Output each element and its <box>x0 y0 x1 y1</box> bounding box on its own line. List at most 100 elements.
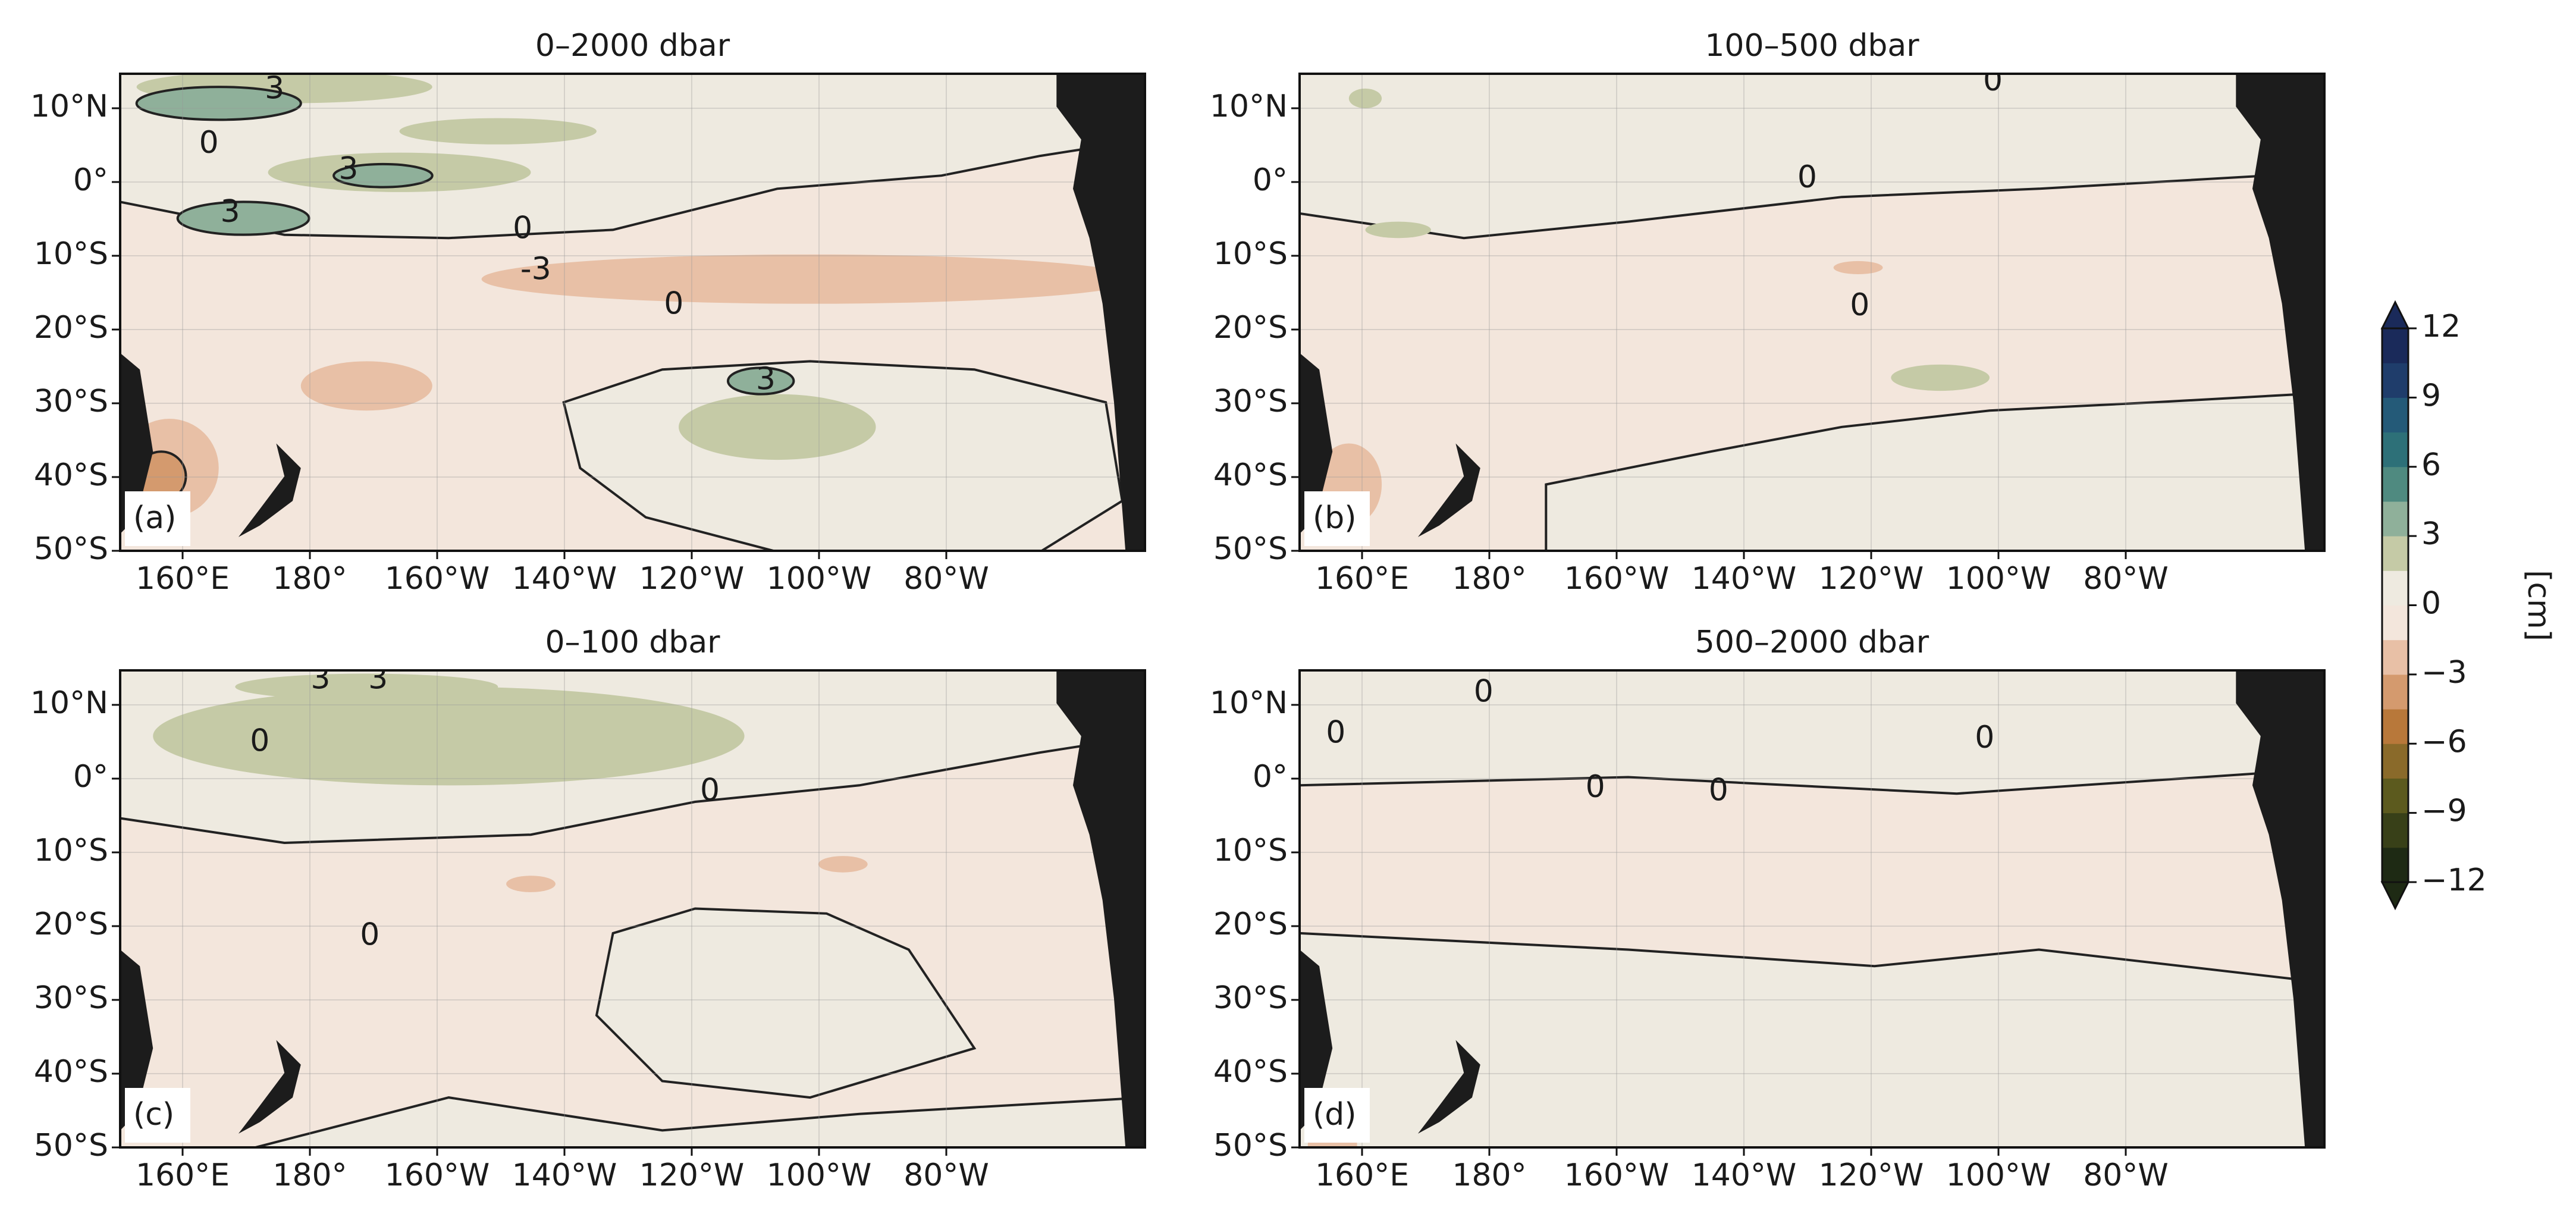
panel-label: (b) <box>1313 500 1357 536</box>
contour-label: 0 <box>1586 769 1605 805</box>
colorbar-label: [cm] <box>2521 570 2556 641</box>
contour-label: 0 <box>250 723 269 759</box>
y-tick-label: 20°S <box>1213 907 1288 942</box>
contour-label: 0 <box>1326 715 1345 751</box>
y-tick-label: 30°S <box>34 384 108 419</box>
zero-region <box>1545 393 2324 551</box>
anomaly-patch <box>153 686 745 786</box>
colorbar-tick-label: −9 <box>2421 793 2467 829</box>
map-panel: 0 0 0 (b) 100–500 dbar 160°E 180° 160°W 140°W 120… <box>1210 28 2326 597</box>
contour-label: 0 <box>664 286 683 321</box>
map-area: 0 0 0 <box>1300 62 2324 551</box>
y-tick-label: 40°S <box>34 1054 108 1090</box>
contour-label: 3 <box>221 194 240 230</box>
x-tick-label: 180° <box>1452 561 1526 597</box>
x-tick-label: 100°W <box>767 1158 872 1193</box>
y-tick-label: 0° <box>1253 759 1288 795</box>
panel-label: (a) <box>133 500 176 536</box>
colorbar-band <box>2382 813 2408 848</box>
colorbar-band <box>2382 639 2408 675</box>
colorbar-tick-label: −3 <box>2421 655 2467 691</box>
map-area: 3 3 0 0 0 <box>120 661 1145 1147</box>
colorbar-extend <box>2380 881 2410 911</box>
contour-label: 3 <box>756 361 776 397</box>
x-tick-label: 100°W <box>1946 1158 2051 1193</box>
colorbar-tick-label: 6 <box>2421 447 2441 483</box>
contour-label: 3 <box>265 71 284 106</box>
zero-region <box>251 1096 1145 1147</box>
x-tick-label: 180° <box>272 561 347 597</box>
anomaly-patch <box>1365 221 1431 239</box>
contour-label: 3 <box>368 661 388 697</box>
panel-label: (c) <box>133 1097 174 1133</box>
y-tick-label: 10°N <box>1210 685 1288 721</box>
anomaly-patch <box>818 856 868 873</box>
anomaly-patch <box>235 673 498 700</box>
y-tick-label: 20°S <box>34 907 108 942</box>
panel-title: 0–2000 dbar <box>535 28 730 64</box>
anomaly-patch <box>481 254 1139 304</box>
colorbar-band <box>2382 466 2408 502</box>
map-panel: 3 3 0 0 0 (c) 0–100 dbar 160°E 180° 160°W 140°W 120… <box>30 625 1146 1193</box>
colorbar-tick-label: 12 <box>2421 309 2461 344</box>
x-tick-label: 180° <box>272 1158 347 1193</box>
colorbar-band <box>2382 744 2408 779</box>
contour-label: 0 <box>1983 62 2003 98</box>
anomaly-patch <box>176 200 310 236</box>
anomaly-patch <box>679 394 876 460</box>
x-tick-label: 120°W <box>1819 561 1924 597</box>
anomaly-patch <box>300 361 432 411</box>
land <box>1417 1040 1480 1134</box>
colorbar-band <box>2382 778 2408 814</box>
panel-label-box <box>1304 491 1370 546</box>
anomaly-patch <box>399 118 597 145</box>
map-area: 0 0 0 0 0 <box>1300 670 2324 1147</box>
panel-title: 500–2000 dbar <box>1695 625 1929 660</box>
contour-label: 0 <box>700 772 720 808</box>
y-tick-label: 30°S <box>34 980 108 1016</box>
land <box>238 443 301 537</box>
anomaly-patch <box>1891 364 1990 391</box>
x-tick-label: 160°E <box>136 561 230 597</box>
contour-label: -3 <box>520 251 551 287</box>
contour-label: 0 <box>199 125 219 161</box>
frame <box>1298 73 2326 552</box>
x-tick-label: 80°W <box>2083 1158 2169 1193</box>
x-tick-label: 100°W <box>1946 561 2051 597</box>
y-tick-label: 30°S <box>1213 384 1288 419</box>
panel-title: 100–500 dbar <box>1705 28 1919 64</box>
contour-label: 0 <box>360 917 379 952</box>
land <box>1056 74 1145 551</box>
x-tick-label: 100°W <box>767 561 872 597</box>
contour-label: 0 <box>1975 720 1994 755</box>
frame <box>119 669 1146 1149</box>
x-tick-label: 160°W <box>1564 561 1670 597</box>
zero-region <box>1300 931 2324 1147</box>
panel-label-box <box>125 1088 190 1143</box>
y-tick-label: 50°S <box>1213 531 1288 567</box>
y-tick-label: 0° <box>1253 162 1288 198</box>
x-tick-label: 160°E <box>136 1158 230 1193</box>
colorbar-tick-label: 9 <box>2421 378 2441 413</box>
colorbar-tick-label: −6 <box>2421 724 2467 760</box>
x-tick-label: 120°W <box>639 561 745 597</box>
zero-region <box>1300 670 2324 795</box>
contour-label: 0 <box>1474 674 1493 710</box>
colorbar-tick-label: 3 <box>2421 516 2441 552</box>
x-tick-label: 140°W <box>1692 1158 1797 1193</box>
panel-label-box <box>1304 1088 1370 1143</box>
contour-label: 3 <box>338 151 358 187</box>
colorbar-band <box>2382 536 2408 571</box>
x-tick-label: 120°W <box>1819 1158 1924 1193</box>
panel-title: 0–100 dbar <box>545 625 720 660</box>
colorbar-band <box>2382 501 2408 537</box>
y-tick-label: 30°S <box>1213 980 1288 1016</box>
colorbar-tick-label: −12 <box>2421 862 2487 898</box>
x-tick-label: 160°E <box>1315 1158 1409 1193</box>
anomaly-patch <box>135 86 302 121</box>
x-tick-label: 160°W <box>1564 1158 1670 1193</box>
x-tick-label: 80°W <box>2083 561 2169 597</box>
